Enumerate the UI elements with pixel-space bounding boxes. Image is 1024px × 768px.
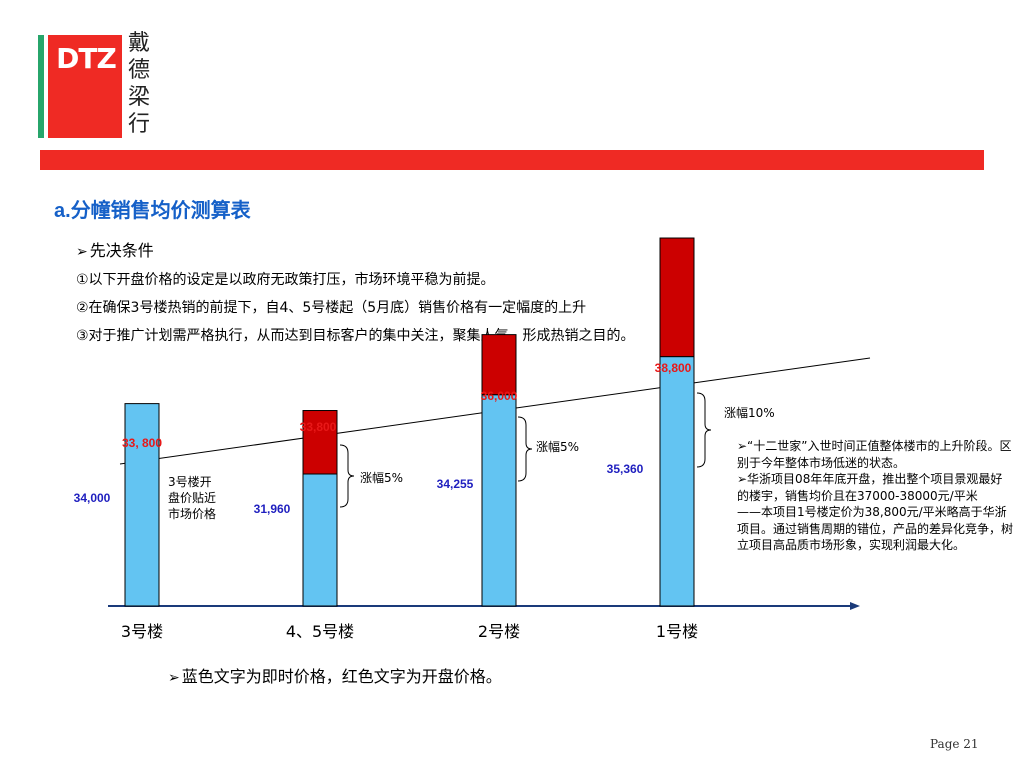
logo-stripe bbox=[38, 35, 44, 138]
bar-current-price bbox=[302, 473, 338, 607]
value-label-open-price: 33, 800 bbox=[122, 436, 162, 450]
value-label-open-price: 38,800 bbox=[655, 361, 692, 375]
page-number: Page 21 bbox=[930, 737, 979, 751]
bar-note-text: 3号楼开 bbox=[168, 474, 212, 489]
section-title: a.分幢销售均价测算表 bbox=[54, 196, 251, 225]
increase-label: 涨幅5% bbox=[360, 470, 403, 485]
value-label-current-price: 34,000 bbox=[74, 491, 111, 505]
side-note: ➢“十二世家”入世时间正值整体楼市的上升阶段。区别于今年整体市场低迷的状态。 ➢… bbox=[737, 438, 1013, 554]
bar-note-text: 盘价贴近 bbox=[168, 490, 216, 505]
brace-icon bbox=[696, 392, 712, 468]
value-label-current-price: 35,360 bbox=[607, 462, 644, 476]
x-tick-label: 2号楼 bbox=[478, 622, 520, 641]
bar-note-text: 市场价格 bbox=[168, 506, 216, 521]
x-axis-arrow-icon bbox=[850, 602, 860, 610]
x-tick-label: 3号楼 bbox=[121, 622, 163, 641]
bar-open-price-segment bbox=[302, 410, 338, 475]
bar-open-price-segment bbox=[481, 334, 517, 396]
value-label-current-price: 34,255 bbox=[437, 477, 474, 491]
value-label-current-price: 31,960 bbox=[254, 502, 291, 516]
footer-note: ➢ 蓝色文字为即时价格，红色文字为开盘价格。 bbox=[168, 666, 502, 689]
side-note-line-2: ➢华浙项目08年年底开盘，推出整个项目景观最好的楼宇，销售均价且在37000-3… bbox=[737, 472, 1003, 503]
arrow-bullet-icon: ➢ bbox=[168, 670, 180, 686]
conditions-heading-text: 先决条件 bbox=[89, 241, 154, 260]
side-note-line-1: ➢“十二世家”入世时间正值整体楼市的上升阶段。区别于今年整体市场低迷的状态。 bbox=[737, 439, 1012, 470]
section-title-text: 分幢销售均价测算表 bbox=[70, 198, 251, 222]
bar-current-price bbox=[124, 403, 160, 607]
bar-open-price-segment bbox=[659, 237, 695, 358]
bar-current-price bbox=[659, 356, 695, 607]
condition-item-1: ①以下开盘价格的设定是以政府无政策打压，市场环境平稳为前提。 bbox=[76, 272, 495, 288]
section-prefix: a. bbox=[54, 200, 71, 222]
logo-chinese-name: 戴德梁行 bbox=[128, 31, 151, 137]
increase-label: 涨幅10% bbox=[724, 405, 775, 420]
brace-icon bbox=[339, 444, 355, 508]
value-label-open-price: 33,800 bbox=[300, 420, 337, 434]
value-label-open-price: 36,000 bbox=[481, 389, 518, 403]
condition-item-2: ②在确保3号楼热销的前提下，自4、5号楼起（5月底）销售价格有一定幅度的上升 bbox=[76, 300, 587, 316]
side-note-line-3: ——本项目1号楼定价为38,800元/平米略高于华浙项目。通过销售周期的错位，产… bbox=[737, 505, 1014, 552]
x-tick-label: 4、5号楼 bbox=[286, 622, 354, 641]
logo-box bbox=[48, 35, 122, 138]
arrow-bullet-icon: ➢ bbox=[76, 244, 88, 260]
footer-note-text: 蓝色文字为即时价格，红色文字为开盘价格。 bbox=[181, 667, 502, 686]
increase-label: 涨幅5% bbox=[536, 439, 579, 454]
bar-current-price bbox=[481, 394, 517, 607]
brace-icon bbox=[517, 416, 533, 482]
logo-text: DTZ bbox=[56, 42, 117, 75]
header-bar bbox=[40, 150, 984, 170]
x-tick-label: 1号楼 bbox=[656, 622, 698, 641]
conditions-heading: ➢ 先决条件 bbox=[76, 240, 154, 263]
